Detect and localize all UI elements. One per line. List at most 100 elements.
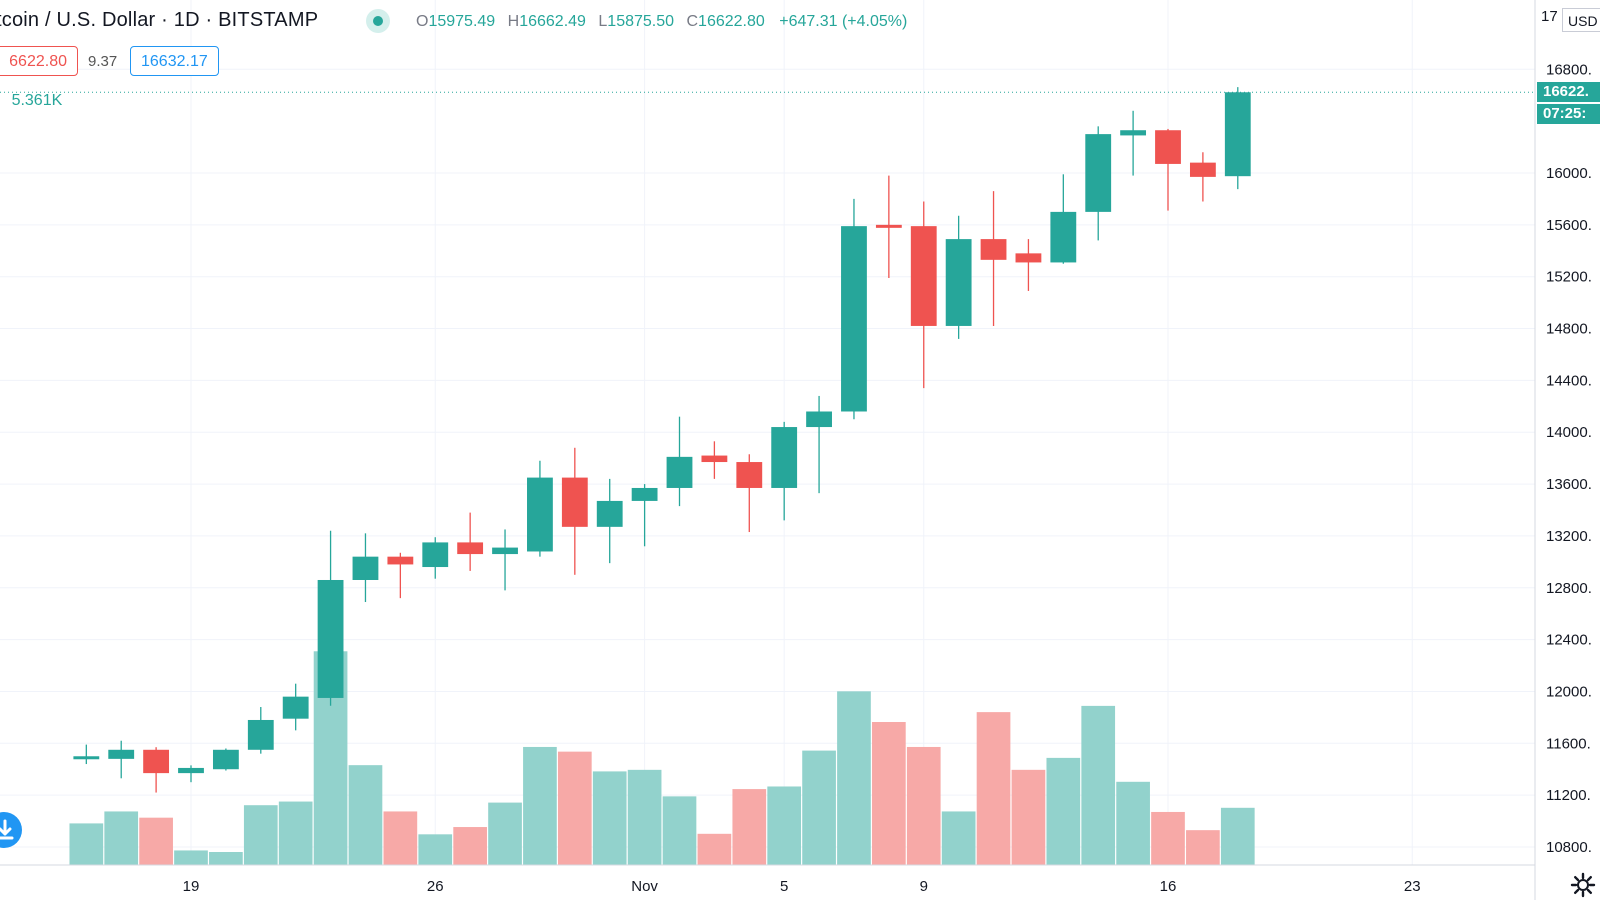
- volume-bar: [1186, 830, 1220, 865]
- close-label: C: [686, 13, 699, 30]
- low-label: L: [598, 13, 608, 30]
- volume-bar: [383, 811, 418, 865]
- volume-bar: [1081, 705, 1116, 865]
- candle-body: [352, 556, 379, 580]
- volume-bar: [697, 833, 732, 865]
- price-scale-top-label: 17: [1541, 8, 1558, 25]
- high-label: H: [507, 13, 520, 30]
- sell-button[interactable]: 6622.80: [0, 46, 78, 76]
- bar-countdown-tag: 07:25:: [1537, 104, 1600, 125]
- candle-body: [701, 455, 728, 463]
- buy-button[interactable]: 16632.17: [130, 46, 219, 76]
- low-value: 15875.50: [607, 13, 675, 30]
- candle-body: [980, 239, 1007, 260]
- y-tick-label: 15200.: [1546, 269, 1592, 286]
- y-tick-label: 14400.: [1546, 372, 1592, 389]
- y-tick-label: 11600.: [1546, 735, 1591, 752]
- candle-body: [1085, 134, 1112, 212]
- candle-body: [143, 749, 170, 774]
- last-price-tag: 16622.: [1537, 82, 1600, 103]
- download-icon[interactable]: [0, 812, 22, 848]
- x-tick-label: 16: [1160, 878, 1177, 895]
- candle-body: [457, 542, 484, 555]
- y-tick-label: 10800.: [1546, 839, 1592, 856]
- candle-body: [108, 749, 135, 759]
- candle-body: [422, 542, 449, 568]
- x-tick-label: 23: [1404, 878, 1421, 895]
- volume-bar: [1011, 769, 1046, 865]
- y-tick-label: 16800.: [1546, 61, 1592, 78]
- candle-body: [666, 456, 693, 488]
- volume-bar: [872, 722, 906, 865]
- candle-body: [1189, 162, 1216, 177]
- volume-value: 5.361K: [11, 92, 63, 109]
- volume-bar: [662, 796, 697, 865]
- volume-bar: [627, 769, 662, 865]
- volume-bar: [732, 789, 767, 865]
- volume-bar: [837, 691, 871, 865]
- candle-body: [1050, 211, 1077, 263]
- y-tick-label: 16000.: [1546, 165, 1592, 182]
- candle-body: [178, 767, 204, 774]
- volume-bar: [348, 765, 383, 865]
- candle-body: [1015, 253, 1042, 263]
- open-label: O: [416, 13, 429, 30]
- status-indicator: [366, 9, 390, 33]
- candle-body: [910, 226, 937, 326]
- close-value: 16622.80: [698, 13, 765, 30]
- currency-button[interactable]: USD: [1562, 8, 1600, 32]
- y-tick-label: 12400.: [1546, 632, 1592, 649]
- y-tick-label: 13200.: [1546, 528, 1592, 545]
- volume-bar: [418, 834, 453, 865]
- gear-icon[interactable]: [1570, 872, 1596, 898]
- candle-body: [1120, 130, 1147, 136]
- x-tick-label: 5: [780, 878, 788, 895]
- symbol-title[interactable]: tcoin / U.S. Dollar · 1D · BITSTAMP: [0, 9, 319, 31]
- candle-body: [875, 224, 902, 228]
- y-tick-label: 14000.: [1546, 424, 1592, 441]
- candle-body: [282, 696, 309, 719]
- candle-body: [1224, 92, 1251, 177]
- status-dot-icon: [373, 16, 383, 26]
- volume-bar: [557, 751, 592, 865]
- x-tick-label: 19: [183, 878, 200, 895]
- volume-bar: [278, 801, 313, 865]
- open-value: 15975.49: [428, 13, 496, 30]
- candle-body: [73, 756, 100, 760]
- candle-body: [771, 427, 798, 488]
- volume-legend: l5.361K: [0, 92, 63, 110]
- volume-bar: [592, 771, 627, 865]
- high-value: 16662.49: [519, 13, 586, 30]
- candle-body: [387, 556, 414, 565]
- candle-body: [596, 500, 623, 527]
- volume-bar: [1046, 757, 1081, 865]
- candle-body: [317, 579, 344, 698]
- volume-bar: [453, 827, 487, 865]
- x-tick-label: 9: [920, 878, 928, 895]
- y-tick-label: 12800.: [1546, 580, 1592, 597]
- candle-body: [561, 477, 588, 527]
- volume-bar: [104, 811, 139, 865]
- y-tick-label: 15600.: [1546, 217, 1592, 234]
- volume-bar: [1151, 811, 1185, 865]
- volume-bar: [941, 811, 976, 865]
- volume-bar: [209, 852, 243, 865]
- ohlc-legend: O15975.49 H16662.49 L15875.50 C16622.80 …: [416, 13, 907, 31]
- candle-body: [527, 477, 553, 552]
- candle-body: [945, 239, 972, 326]
- volume-bar: [174, 850, 208, 865]
- x-tick-label: 26: [427, 878, 444, 895]
- y-tick-label: 14800.: [1546, 321, 1592, 338]
- volume-bar: [906, 746, 941, 865]
- spread-value: 9.37: [88, 53, 118, 70]
- volume-bar: [1220, 807, 1255, 865]
- volume-bar: [1116, 781, 1150, 865]
- y-tick-label: 11200.: [1546, 787, 1591, 804]
- change-value: +647.31 (+4.05%): [779, 13, 908, 30]
- candle-body: [631, 487, 658, 501]
- y-tick-label: 12000.: [1546, 683, 1592, 700]
- candle-body: [841, 226, 867, 412]
- candle-body: [247, 719, 274, 750]
- volume-bar: [69, 823, 104, 865]
